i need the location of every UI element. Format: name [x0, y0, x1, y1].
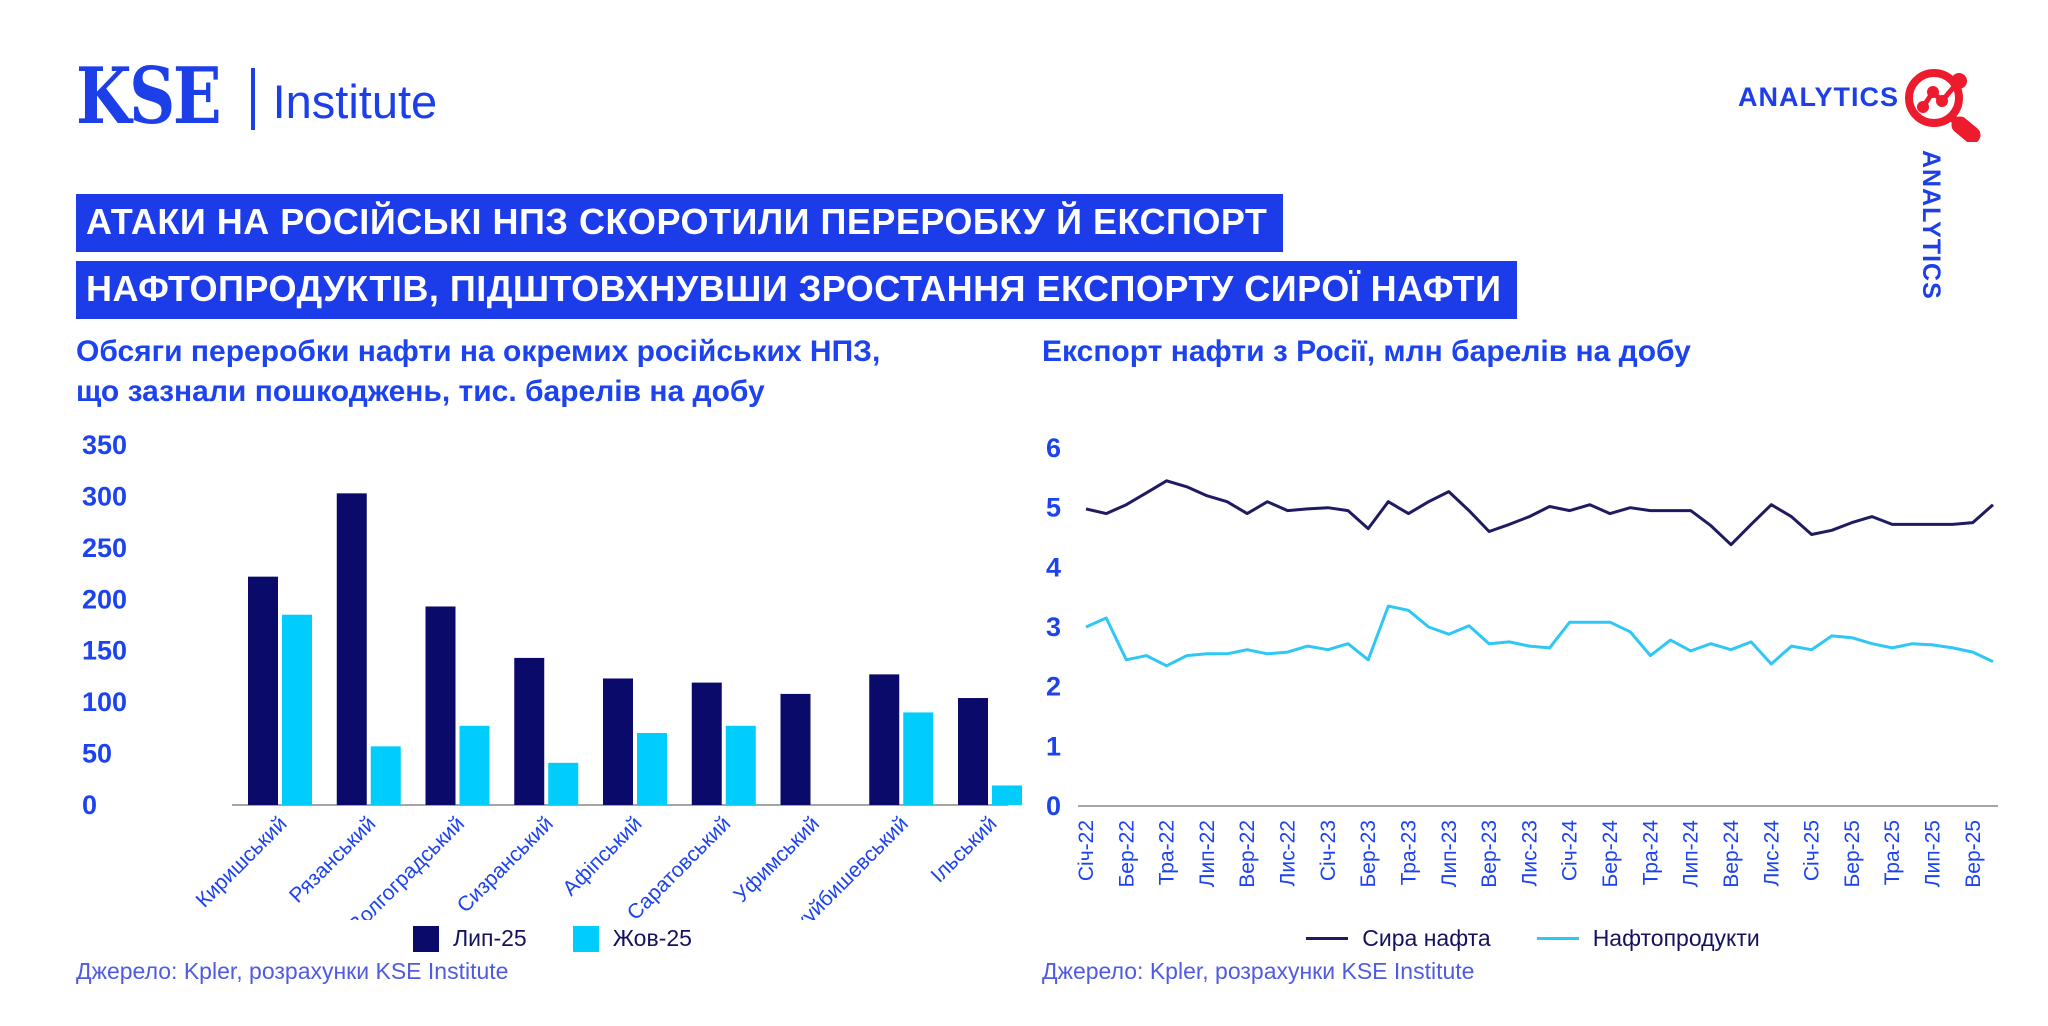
logo-divider	[250, 68, 255, 130]
kse-logo-text: KSE	[76, 51, 222, 142]
bar-x-label: Уфимський	[729, 812, 824, 907]
bar-oct25	[903, 712, 934, 805]
legend-label: Сира нафта	[1362, 925, 1491, 951]
legend-item: Лип-25	[413, 925, 527, 952]
headline: АТАКИ НА РОСІЙСЬКІ НПЗ СКОРОТИЛИ ПЕРЕРОБ…	[76, 194, 1518, 328]
line-x-label: Лис-24	[1760, 820, 1783, 887]
legend-line-swatch-icon	[1536, 937, 1579, 940]
kse-logo: KSE Institute	[76, 51, 438, 142]
bar-jul25	[514, 657, 545, 805]
legend-label: Нафтопродукти	[1592, 925, 1760, 951]
line-y-tick: 2	[1046, 672, 1061, 702]
bar-y-tick: 200	[82, 584, 127, 614]
headline-line-1: АТАКИ НА РОСІЙСЬКІ НПЗ СКОРОТИЛИ ПЕРЕРОБ…	[76, 194, 1284, 252]
bar-oct25	[282, 614, 312, 805]
bar-x-label: Ільський	[926, 812, 1001, 887]
legend-swatch-icon	[413, 925, 440, 952]
legend-label: Жов-25	[612, 925, 692, 951]
line-x-label: Вер-23	[1478, 820, 1501, 888]
line-x-label: Лис-22	[1277, 820, 1300, 886]
line-y-tick: 3	[1046, 612, 1061, 642]
bar-jul25	[425, 606, 456, 805]
bar-jul25	[336, 493, 367, 805]
line-x-label: Лип-23	[1438, 820, 1461, 887]
line-x-label: Бер-24	[1599, 820, 1622, 888]
line-chart-svg: 0 1 2 3 4 5 6 Січ-22 Бер-22 Тра-22 Лип-22 Вер-22 Лис…	[1046, 433, 1998, 888]
bar-chart-title-line2: що зазнали пошкоджень, тис. барелів на д…	[76, 375, 765, 408]
line-x-label: Лип-24	[1680, 820, 1703, 888]
bar-y-tick: 350	[82, 430, 127, 460]
legend-label: Лип-25	[453, 925, 527, 951]
bar-jul25	[603, 678, 633, 805]
line-x-label: Січ-25	[1801, 820, 1824, 881]
bar-x-label: Киришський	[192, 812, 292, 912]
bar-y-tick: 250	[82, 533, 127, 563]
bar-y-tick: 100	[82, 687, 127, 717]
crude-oil-line	[1085, 479, 1994, 547]
bar-y-tick: 50	[82, 739, 112, 769]
legend-item: Нафтопродукти	[1536, 925, 1760, 952]
legend-line-swatch-icon	[1306, 937, 1349, 940]
legend-item: Жов-25	[572, 925, 692, 952]
line-x-label: Лип-22	[1196, 820, 1219, 887]
line-x-label: Тра-24	[1639, 820, 1662, 886]
bar-chart-svg: 0 50 100 150 200 250 300 350 КиришськийРязанськи…	[82, 430, 1022, 920]
line-x-label: Січ-22	[1075, 820, 1098, 881]
institute-logo-text: Institute	[272, 75, 438, 128]
bar-jul25	[248, 576, 278, 805]
bar-x-label: Афіпський	[558, 812, 646, 900]
bar-chart-source: Джерело: Kpler, розрахунки KSE Institute	[76, 958, 509, 984]
bar-jul25	[780, 693, 811, 805]
oil-products-line	[1085, 604, 1994, 668]
bar-chart-title-line1: Обсяги переробки нафти на окремих російс…	[76, 335, 881, 368]
bar-y-tick: 150	[82, 636, 127, 666]
line-y-tick: 0	[1046, 791, 1061, 821]
line-x-label: Тра-22	[1156, 820, 1179, 885]
bar-x-label: Рязанський	[285, 812, 380, 907]
line-x-label: Січ-24	[1559, 820, 1582, 881]
bar-jul25	[958, 698, 988, 805]
legend-item: Сира нафта	[1306, 925, 1491, 952]
bar-oct25	[637, 733, 667, 805]
bar-oct25	[548, 762, 579, 805]
refinery-bar-chart: 0 50 100 150 200 250 300 350 Киришський Рязанськи…	[70, 420, 1035, 920]
line-x-label: Вер-24	[1720, 820, 1743, 888]
line-chart-source: Джерело: Kpler, розрахунки KSE Institute	[1042, 958, 1475, 984]
bar-chart-legend: Лип-25 Жов-25	[70, 925, 1035, 952]
line-x-label: Січ-23	[1317, 820, 1340, 881]
analytics-magnifier-icon	[1905, 69, 1981, 142]
line-x-label: Вер-25	[1962, 820, 1985, 888]
exports-line-chart: 0 1 2 3 4 5 6 Січ-22 Бер-22 Тра-22 Лип-22 Вер-22 Лис…	[1038, 420, 2028, 920]
line-y-tick: 4	[1046, 552, 1061, 582]
line-y-tick: 1	[1046, 731, 1061, 761]
bar-jul25	[869, 674, 900, 805]
line-x-label: Лип-25	[1922, 820, 1945, 887]
line-x-label: Тра-25	[1881, 820, 1904, 885]
bar-jul25	[691, 682, 722, 805]
line-y-tick: 6	[1046, 433, 1061, 463]
bar-oct25	[459, 725, 490, 805]
legend-swatch-icon	[572, 925, 599, 952]
analytics-label: ANALYTICS	[1738, 82, 1900, 112]
line-x-label: Бер-22	[1115, 820, 1138, 888]
bar-y-tick: 300	[82, 481, 127, 511]
line-x-label: Лис-23	[1518, 820, 1541, 886]
line-chart-legend: Сира нафта Нафтопродукти	[1038, 925, 2028, 952]
line-x-label: Бер-23	[1357, 820, 1380, 888]
bar-oct25	[992, 785, 1022, 805]
line-y-tick: 5	[1046, 493, 1061, 523]
bar-oct25	[725, 725, 756, 805]
line-x-label: Бер-25	[1841, 820, 1864, 888]
bar-oct25	[370, 746, 401, 805]
headline-line-2: НАФТОПРОДУКТІВ, ПІДШТОВХНУВШИ ЗРОСТАННЯ …	[76, 261, 1518, 319]
bar-chart-title: Обсяги переробки нафти на окремих російс…	[76, 332, 956, 412]
analytics-vertical-label: ANALYTICS	[1917, 150, 1945, 300]
bar-y-tick: 0	[82, 790, 97, 820]
line-chart-title: Експорт нафти з Росії, млн барелів на до…	[1042, 335, 1691, 368]
line-x-label: Вер-22	[1236, 820, 1259, 888]
line-x-label: Тра-23	[1397, 820, 1420, 885]
